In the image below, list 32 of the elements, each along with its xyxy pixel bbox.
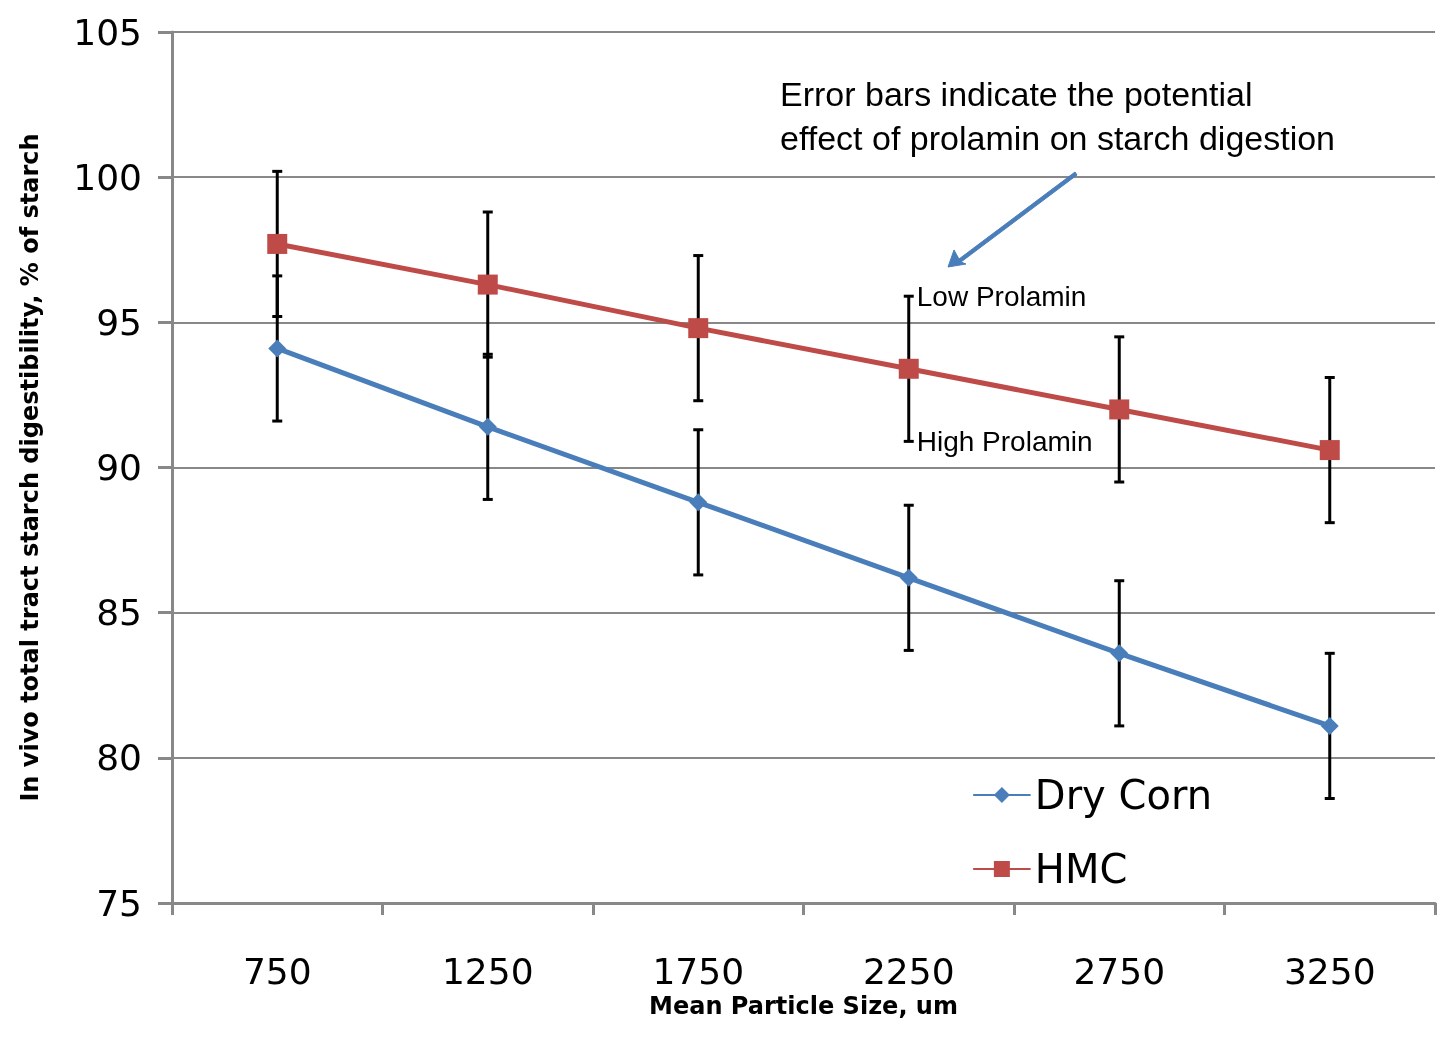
y-tick-label: 80 <box>96 737 142 779</box>
point <box>267 233 288 254</box>
x-tick-label: 2250 <box>862 950 955 992</box>
x-tick-label: 1250 <box>441 950 534 992</box>
annotation: Error bars indicate the potential effect of prolamin on starch digestion <box>780 75 1336 157</box>
point <box>688 318 709 339</box>
point <box>898 358 919 379</box>
point <box>899 568 918 587</box>
point <box>478 417 497 436</box>
point <box>477 274 498 295</box>
x-tick-label: 750 <box>242 950 312 992</box>
annotation: Low Prolamin <box>916 280 1087 312</box>
x-axis-title: Mean Particle Size, um <box>649 991 958 1020</box>
x-tick-label: 1750 <box>652 950 745 992</box>
point <box>689 493 708 512</box>
point <box>1319 440 1340 461</box>
y-tick-label: 100 <box>73 156 142 198</box>
legend-label: Dry Corn <box>1034 772 1213 818</box>
y-tick-label: 75 <box>96 882 142 924</box>
y-tick-label: 95 <box>96 301 142 343</box>
y-axis-title: In vivo total tract starch digestibility, % of starch <box>16 133 44 802</box>
point <box>1110 644 1129 663</box>
point <box>268 339 287 358</box>
annotation: High Prolamin <box>916 425 1093 457</box>
point <box>1109 399 1130 420</box>
legend-label: HMC <box>1034 846 1128 892</box>
x-tick-label: 3250 <box>1283 950 1376 992</box>
y-tick-label: 90 <box>96 447 142 488</box>
point <box>1320 716 1339 735</box>
y-tick-label: 105 <box>73 11 142 53</box>
y-tick-label: 85 <box>96 592 142 634</box>
x-tick-label: 2750 <box>1073 950 1166 992</box>
